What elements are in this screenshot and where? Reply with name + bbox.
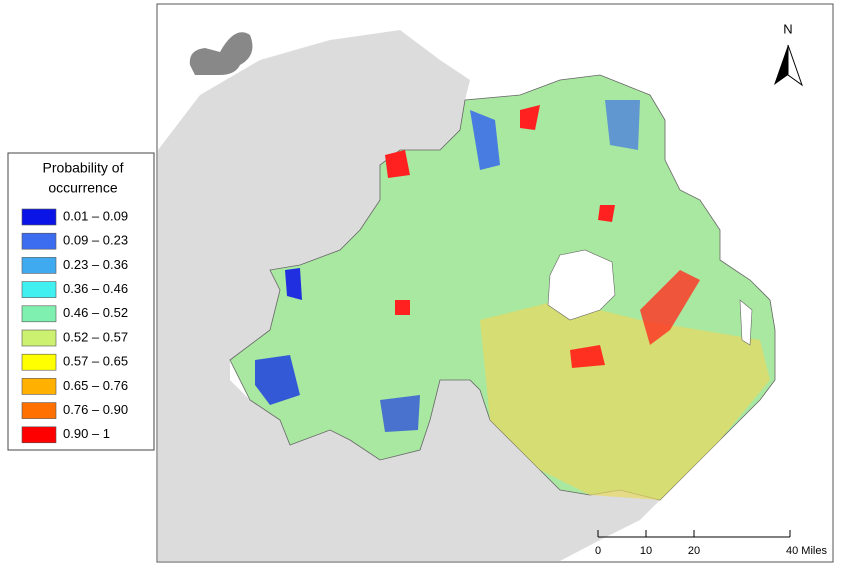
north-arrow bbox=[787, 44, 803, 87]
scale-label: 0 bbox=[595, 545, 601, 557]
legend-label: 0.90 – 1 bbox=[63, 426, 110, 441]
legend-swatch bbox=[21, 329, 57, 347]
legend-label: 0.46 – 0.52 bbox=[63, 305, 128, 320]
scale-label: 40 Miles bbox=[786, 545, 827, 557]
legend-title: Probability of bbox=[43, 160, 124, 176]
squirrel-icon bbox=[189, 32, 253, 75]
legend-swatch bbox=[21, 426, 57, 444]
legend-title: occurrence bbox=[48, 180, 117, 196]
legend-swatch bbox=[21, 208, 57, 226]
legend-label: 0.65 – 0.76 bbox=[63, 378, 128, 393]
legend-label: 0.52 – 0.57 bbox=[63, 329, 128, 344]
legend-swatch bbox=[21, 305, 57, 323]
north-label: N bbox=[783, 21, 792, 36]
legend-swatch bbox=[21, 281, 57, 298]
scale-label: 20 bbox=[688, 545, 700, 557]
land-background bbox=[158, 30, 660, 561]
legend-items: 0.01 – 0.09 0.09 – 0.23 0.23 – 0.36 0.36 – … bbox=[21, 208, 128, 444]
north-arrow bbox=[774, 45, 788, 85]
legend-label: 0.23 – 0.36 bbox=[63, 257, 128, 272]
legend-swatch bbox=[21, 353, 57, 371]
legend-label: 0.36 – 0.46 bbox=[63, 281, 128, 296]
legend-label: 0.57 – 0.65 bbox=[63, 354, 128, 369]
legend-swatch bbox=[21, 257, 57, 274]
probability-map bbox=[229, 74, 776, 501]
scale-label: 10 bbox=[640, 545, 652, 557]
legend-label: 0.01 – 0.09 bbox=[63, 208, 128, 223]
legend-swatch bbox=[21, 402, 57, 419]
scale-bar: 0 10 20 40 Miles bbox=[595, 530, 827, 557]
legend-box bbox=[7, 152, 155, 451]
legend-swatch bbox=[21, 232, 57, 250]
legend-label: 0.09 – 0.23 bbox=[63, 233, 128, 248]
legend-label: 0.76 – 0.90 bbox=[63, 402, 128, 417]
legend-swatch bbox=[21, 378, 57, 395]
